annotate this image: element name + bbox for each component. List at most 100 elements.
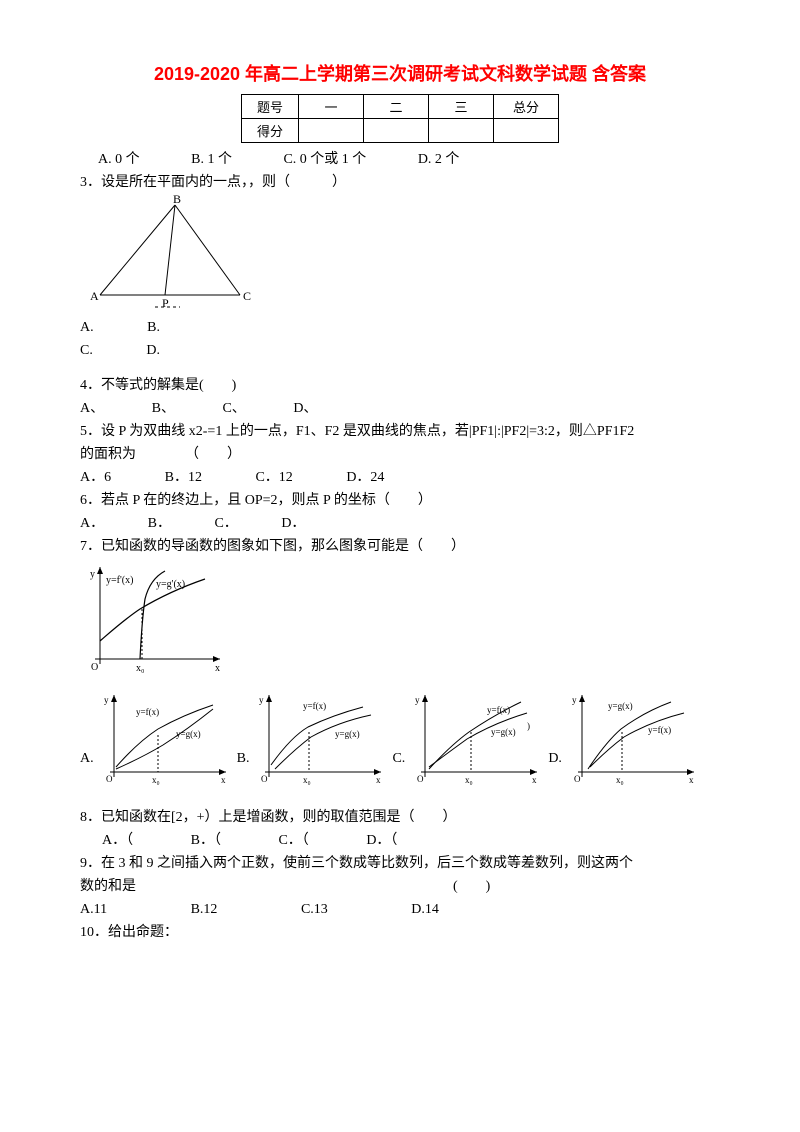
opt-c: C．12 <box>255 467 292 488</box>
empty-cell <box>429 119 494 143</box>
svg-text:x: x <box>532 775 537 785</box>
opt-c: C. <box>80 340 93 361</box>
q4-options: A、 B、 C、 D、 <box>80 398 720 419</box>
opt-d: D．24 <box>346 467 384 488</box>
svg-text:y=g'(x): y=g'(x) <box>156 579 185 590</box>
svg-text:P: P <box>162 296 169 310</box>
svg-text:y=g(x): y=g(x) <box>176 729 201 739</box>
empty-cell <box>494 119 559 143</box>
svg-text:O: O <box>574 774 581 784</box>
header-cell: 二 <box>364 95 429 119</box>
empty-cell <box>299 119 364 143</box>
opt-d: D、 <box>293 398 317 419</box>
svg-text:O: O <box>417 774 424 784</box>
q5-text-1: 5．设 P 为双曲线 x2-=1 上的一点，F1、F2 是双曲线的焦点，若|PF… <box>80 421 720 442</box>
svg-text:O: O <box>91 662 98 673</box>
svg-text:y: y <box>259 695 264 705</box>
opt-c: C. 0 个或 1 个 <box>283 149 366 170</box>
header-cell: 一 <box>299 95 364 119</box>
q3-text: 3．设是所在平面内的一点，，则（ ） <box>80 172 720 193</box>
svg-text:): ) <box>527 721 530 731</box>
svg-text:y: y <box>415 695 420 705</box>
opt-b-label: B. <box>237 751 250 767</box>
opt-d: D. 2 个 <box>418 149 460 170</box>
svg-text:y=g(x): y=g(x) <box>608 701 633 711</box>
svg-text:y=f'(x): y=f'(x) <box>106 575 133 586</box>
header-cell: 三 <box>429 95 494 119</box>
opt-d: D． <box>281 513 305 534</box>
svg-text:x₀: x₀ <box>303 775 311 785</box>
q9-paren: ( ) <box>453 879 490 894</box>
score-table: 题号 一 二 三 总分 得分 <box>241 94 559 143</box>
opt-a: A．（ <box>102 830 133 851</box>
q5-text-2: 的面积为 （ ） <box>80 444 720 465</box>
svg-text:x: x <box>689 775 694 785</box>
svg-text:y=f(x): y=f(x) <box>487 705 510 715</box>
option-a-figure: y x O x₀ y=f(x) y=g(x) <box>98 687 233 787</box>
opt-a: A、 <box>80 398 104 419</box>
opt-d: D. <box>146 340 160 361</box>
svg-text:x: x <box>221 775 226 785</box>
opt-d-label: D. <box>548 751 562 767</box>
opt-b: B．（ <box>191 830 221 851</box>
svg-text:x₀: x₀ <box>152 775 160 785</box>
q9-options: A.11 B.12 C.13 D.14 <box>80 899 720 920</box>
q9-text-1: 9．在 3 和 9 之间插入两个正数，使前三个数成等比数列，后三个数成等差数列，… <box>80 853 720 874</box>
table-row: 得分 <box>242 119 559 143</box>
opt-b: B．12 <box>165 467 202 488</box>
opt-a: A． <box>80 513 104 534</box>
svg-text:C: C <box>243 289 251 303</box>
svg-text:x₀: x₀ <box>136 663 145 674</box>
header-cell: 总分 <box>494 95 559 119</box>
opt-c: C.13 <box>301 899 328 920</box>
header-cell: 题号 <box>242 95 299 119</box>
svg-text:y: y <box>572 695 577 705</box>
svg-text:y=f(x): y=f(x) <box>136 707 159 717</box>
derivative-figure: y x O x₀ y=f'(x) y=g'(x) <box>80 559 230 679</box>
svg-text:x: x <box>376 775 381 785</box>
opt-a: A．6 <box>80 467 111 488</box>
opt-b: B、 <box>152 398 175 419</box>
option-c-figure: y x O x₀ y=f(x) y=g(x) ) <box>409 687 544 787</box>
q3-options-1: A. B. <box>80 317 720 338</box>
svg-text:x: x <box>215 663 220 674</box>
opt-d: D.14 <box>411 899 439 920</box>
opt-d: D．（ <box>366 830 397 851</box>
q6-text: 6．若点 P 在的终边上，且 OP=2，则点 P 的坐标（ ） <box>80 490 720 511</box>
q3-options-2: C. D. <box>80 340 720 361</box>
q9-text-2: 数的和是 ( ) <box>80 876 720 897</box>
svg-text:A: A <box>90 289 99 303</box>
svg-text:y=g(x): y=g(x) <box>491 727 516 737</box>
opt-c-label: C. <box>392 751 405 767</box>
opt-b: B． <box>148 513 171 534</box>
opt-c: C． <box>214 513 237 534</box>
q6-options: A． B． C． D． <box>80 513 720 534</box>
opt-c: C、 <box>222 398 245 419</box>
q7-text: 7．已知函数的导函数的图象如下图，那么图象可能是（ ） <box>80 536 720 557</box>
table-row: 题号 一 二 三 总分 <box>242 95 559 119</box>
opt-a: A. 0 个 <box>98 149 140 170</box>
opt-c: C．（ <box>278 830 308 851</box>
option-d-figure: y x O x₀ y=g(x) y=f(x) <box>566 687 701 787</box>
svg-text:O: O <box>106 774 113 784</box>
opt-b: B. 1 个 <box>191 149 232 170</box>
q10-text: 10．给出命题： <box>80 922 720 943</box>
triangle-figure: A B C P <box>80 195 260 315</box>
q9-stem: 数的和是 <box>80 879 136 894</box>
q8-options: A．（ B．（ C．（ D．（ <box>102 830 720 851</box>
option-b-figure: y x O x₀ y=f(x) y=g(x) <box>253 687 388 787</box>
q4-text: 4．不等式的解集是( ) <box>80 375 720 396</box>
svg-text:B: B <box>173 195 181 206</box>
opt-a: A. <box>80 317 94 338</box>
svg-text:y=g(x): y=g(x) <box>335 729 360 739</box>
svg-text:y=f(x): y=f(x) <box>648 725 671 735</box>
opt-a-label: A. <box>80 751 94 767</box>
svg-text:x₀: x₀ <box>465 775 473 785</box>
empty-cell <box>364 119 429 143</box>
svg-text:y=f(x): y=f(x) <box>303 701 326 711</box>
svg-text:y: y <box>104 695 109 705</box>
q5-options: A．6 B．12 C．12 D．24 <box>80 467 720 488</box>
q7-option-figures: A. y x O x₀ y=f(x) y=g(x) B. y x O <box>80 687 720 787</box>
svg-text:O: O <box>261 774 268 784</box>
opt-b: B. <box>147 317 160 338</box>
